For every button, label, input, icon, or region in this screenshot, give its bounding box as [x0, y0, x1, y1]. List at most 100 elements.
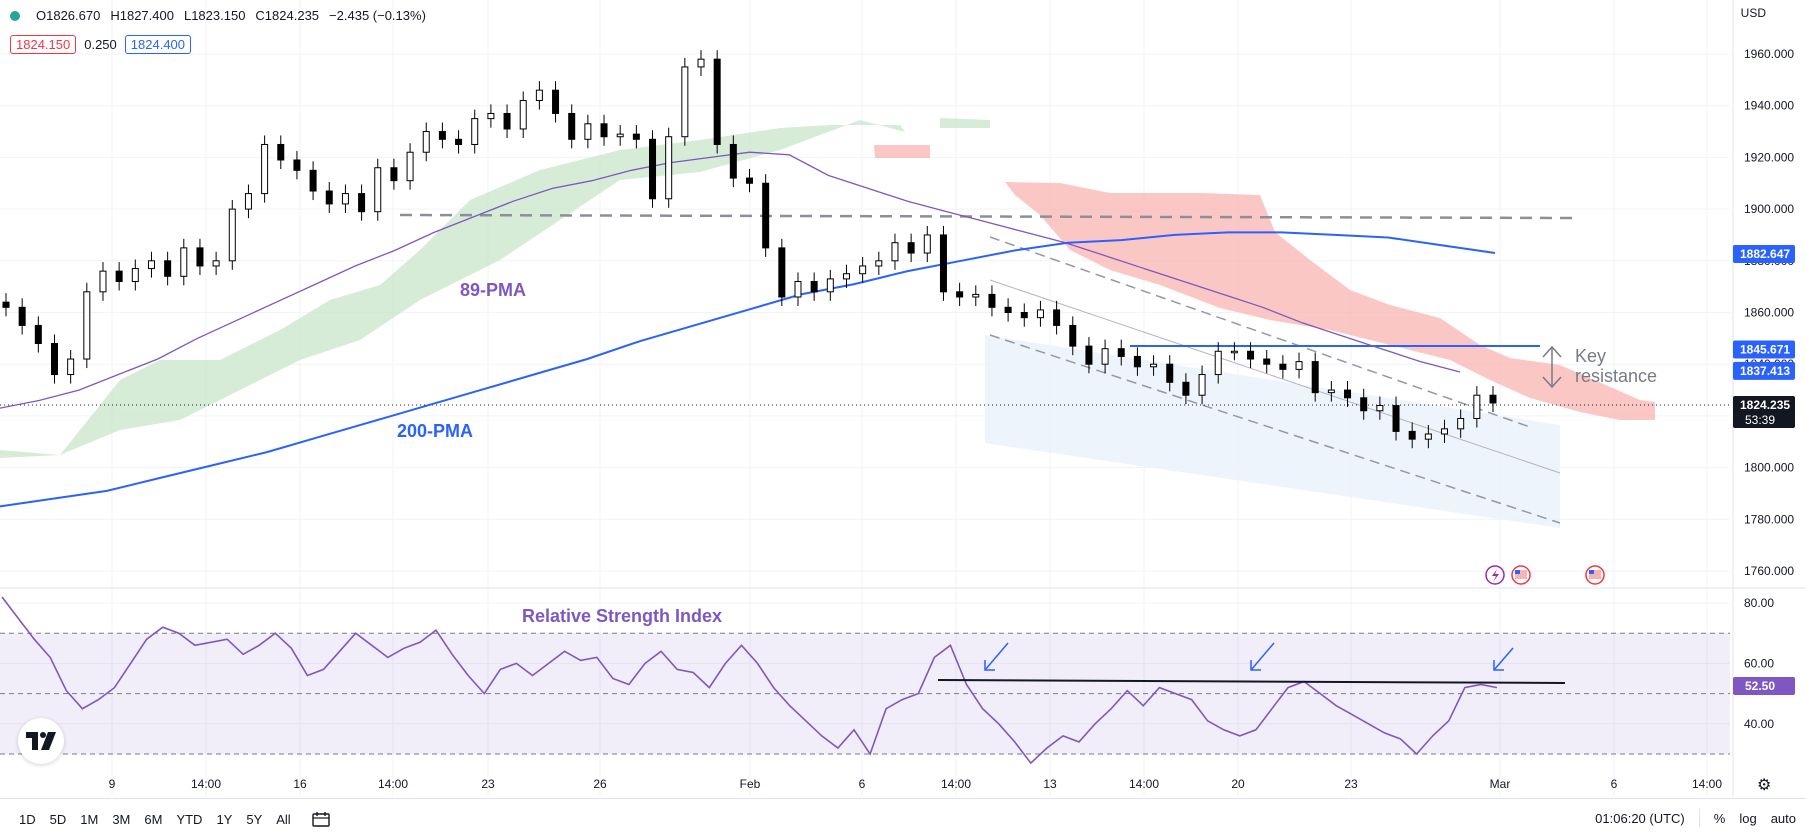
- candle-up: [875, 260, 883, 267]
- bid-button[interactable]: 1824.150: [10, 35, 77, 54]
- candle-up: [244, 193, 252, 210]
- candle-down: [1085, 345, 1093, 365]
- candle-up: [923, 234, 931, 254]
- candle-down: [115, 270, 123, 282]
- ohlc-close: C1824.235: [255, 8, 320, 23]
- candle-down: [455, 138, 463, 145]
- currency-selector[interactable]: USD: [1740, 6, 1766, 20]
- candle-down: [50, 343, 58, 376]
- candle-down: [309, 169, 317, 192]
- timeframe-button-1d[interactable]: 1D: [19, 811, 36, 827]
- x-tick-label: 20: [1231, 777, 1245, 791]
- clock-display[interactable]: 01:06:20 (UTC): [1595, 810, 1685, 826]
- x-tick-label: Mar: [1490, 777, 1511, 791]
- bullish-cloud: [0, 120, 905, 458]
- auto-toggle[interactable]: auto: [1770, 810, 1796, 826]
- candle-down: [293, 159, 301, 171]
- rsi-value-tag: [1733, 677, 1795, 696]
- candle-up: [1036, 309, 1044, 319]
- lightning-icon: [1492, 569, 1499, 582]
- countdown-label: 53:39: [1745, 413, 1775, 427]
- candle-up: [616, 133, 624, 138]
- candle-up: [131, 268, 139, 282]
- candle-down: [503, 112, 511, 130]
- candle-up: [1295, 361, 1303, 370]
- candle-up: [1327, 389, 1335, 394]
- timeframe-button-all[interactable]: All: [276, 811, 291, 827]
- flag-stripes-icon: [1589, 570, 1601, 579]
- candle-down: [939, 234, 947, 293]
- timeframe-button-6m[interactable]: 6M: [144, 811, 163, 827]
- price-tag: [1733, 340, 1795, 359]
- timeframe-button-5y[interactable]: 5Y: [246, 811, 263, 827]
- channel-lower-line: [989, 334, 1561, 524]
- candle-up: [519, 100, 527, 130]
- timeframe-button-1y[interactable]: 1Y: [216, 811, 233, 827]
- candle-down: [1166, 363, 1174, 383]
- y-tick-label: 1860.000: [1744, 306, 1794, 320]
- candle-down: [1279, 363, 1287, 370]
- timeframe-button-5d[interactable]: 5D: [49, 811, 67, 827]
- candle-down: [632, 133, 640, 140]
- x-tick-label: 23: [1344, 777, 1358, 791]
- spread-value: 0.250: [84, 37, 117, 52]
- candle-up: [1473, 394, 1481, 419]
- candle-up: [83, 291, 91, 360]
- candle-up: [681, 66, 689, 138]
- candle-down: [1133, 355, 1141, 368]
- price-tag-label: 1824.235: [1740, 398, 1790, 412]
- label-200-pma: 200-PMA: [397, 421, 473, 441]
- x-tick-label: 6: [1611, 777, 1618, 791]
- resistance-dashed-line: [399, 213, 1576, 220]
- label-resistance: resistance: [1575, 366, 1657, 386]
- log-toggle[interactable]: log: [1739, 810, 1757, 826]
- x-tick-label: 13: [1043, 777, 1057, 791]
- x-tick-label: Feb: [740, 777, 761, 791]
- candle-up: [1230, 350, 1238, 354]
- candle-down: [1360, 397, 1368, 412]
- x-tick-label: 14:00: [1129, 777, 1159, 791]
- candle-up: [261, 143, 269, 195]
- candle-up: [99, 270, 107, 293]
- candle-down: [1182, 381, 1190, 396]
- timeframe-button-ytd[interactable]: YTD: [176, 811, 203, 827]
- bearish-cloud: [1005, 182, 1655, 420]
- y-tick-label: 1800.000: [1744, 461, 1794, 475]
- candle-down: [600, 123, 608, 138]
- candle-down: [907, 242, 915, 254]
- candle-up: [972, 293, 980, 298]
- candle-up: [67, 358, 75, 376]
- ohlc-change: −2.435 (−0.13%): [329, 8, 426, 23]
- candle-down: [1020, 312, 1028, 319]
- calendar-range-icon[interactable]: [312, 811, 330, 827]
- candle-up: [1424, 433, 1432, 440]
- chart-settings-gear-icon[interactable]: ⚙: [1757, 777, 1772, 794]
- divider: [1698, 809, 1700, 827]
- bearish-cloud-fragment: [874, 145, 930, 158]
- timeframe-button-1m[interactable]: 1M: [80, 811, 99, 827]
- price-tag-label: 1845.671: [1740, 343, 1790, 357]
- candle-up: [1441, 428, 1449, 435]
- x-tick-label: 16: [293, 777, 307, 791]
- pma-200-line: [0, 231, 1496, 508]
- candle-up: [1101, 348, 1109, 365]
- candle-down: [325, 190, 333, 205]
- timeframe-list: 1D 5D 1M 3M 6M YTD 1Y 5Y All: [12, 808, 298, 831]
- percent-toggle[interactable]: %: [1713, 810, 1726, 826]
- candle-down: [164, 260, 172, 277]
- candle-up: [697, 58, 705, 68]
- arrow-pointer-icon: [1493, 647, 1514, 671]
- candle-down: [2, 301, 10, 308]
- x-tick-label: 14:00: [941, 777, 971, 791]
- candle-down: [1247, 350, 1255, 360]
- timeframe-button-3m[interactable]: 3M: [112, 811, 131, 827]
- channel-fill: [985, 335, 1560, 528]
- candle-down: [1489, 394, 1497, 404]
- ask-button[interactable]: 1824.400: [124, 35, 192, 54]
- candle-down: [1053, 309, 1061, 326]
- tradingview-logo-icon[interactable]: [18, 718, 64, 764]
- rsi-line: [1, 596, 1498, 765]
- rsi-tick-label: 60.00: [1744, 656, 1774, 670]
